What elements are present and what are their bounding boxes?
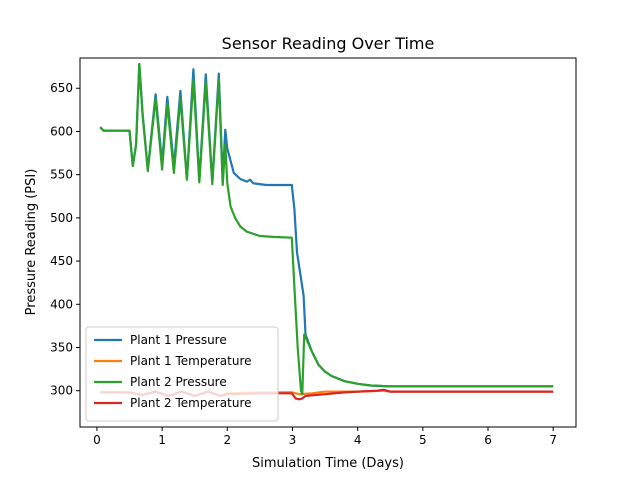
axes-frame bbox=[79, 57, 577, 428]
legend-label: Plant 2 Temperature bbox=[130, 396, 252, 410]
x-tick-label: 1 bbox=[158, 433, 166, 447]
y-tick-label: 550 bbox=[50, 168, 73, 182]
y-tick-label: 600 bbox=[50, 124, 73, 138]
series-line-3 bbox=[99, 62, 554, 396]
x-tick-label: 7 bbox=[549, 433, 557, 447]
x-tick-label: 5 bbox=[419, 433, 427, 447]
x-tick-label: 6 bbox=[484, 433, 492, 447]
x-tick-label: 4 bbox=[354, 433, 362, 447]
y-tick-label: 500 bbox=[50, 211, 73, 225]
x-tick-label: 0 bbox=[93, 433, 101, 447]
y-tick-label: 450 bbox=[50, 254, 73, 268]
y-tick-label: 350 bbox=[50, 340, 73, 354]
x-tick-label: 2 bbox=[223, 433, 231, 447]
x-tick-label: 3 bbox=[289, 433, 297, 447]
y-tick-label: 400 bbox=[50, 297, 73, 311]
y-tick-label: 650 bbox=[50, 81, 73, 95]
legend-label: Plant 1 Temperature bbox=[130, 354, 252, 368]
legend-label: Plant 2 Pressure bbox=[130, 375, 227, 389]
legend-box bbox=[85, 326, 279, 422]
chart-title: Sensor Reading Over Time bbox=[222, 34, 435, 53]
y-axis-label: Pressure Reading (PSI) bbox=[24, 169, 39, 316]
y-tick-label: 300 bbox=[50, 384, 73, 398]
legend-label: Plant 1 Pressure bbox=[130, 333, 227, 347]
x-axis-label: Simulation Time (Days) bbox=[252, 456, 404, 471]
plot-area: 0 1 2 3 4 5 6 7 300 350 400 450 500 550 600 650 Plant 1 … bbox=[50, 57, 577, 447]
